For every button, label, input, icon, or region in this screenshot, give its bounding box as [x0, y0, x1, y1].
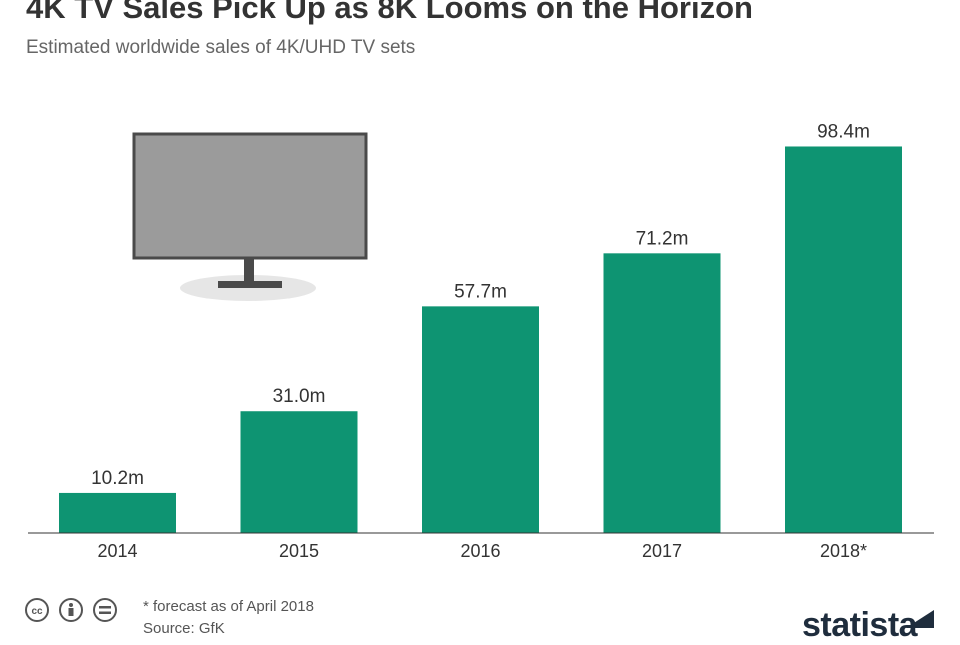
data-label-2014: 10.2m	[91, 468, 144, 489]
data-label-2018: 98.4m	[817, 121, 870, 142]
bar-2016[interactable]	[422, 306, 539, 533]
footnote: * forecast as of April 2018	[143, 598, 314, 615]
bar-chart: 10.2m 2014 31.0m 2015 57.7m 2016 71.2m 2017 98.4…	[28, 121, 934, 561]
license-icons: cc	[24, 597, 124, 628]
source-note: Source: GfK	[143, 620, 225, 637]
x-tick-label-2017: 2017	[642, 541, 682, 561]
bar-2015[interactable]	[240, 411, 358, 533]
chart-subtitle: Estimated worldwide sales of 4K/UHD TV s…	[26, 37, 416, 58]
x-tick-label-2018: 2018*	[820, 541, 867, 561]
statista-logo-icon	[906, 610, 934, 628]
bar-2017[interactable]	[603, 253, 721, 533]
chart-title: 4K TV Sales Pick Up as 8K Looms on the H…	[26, 0, 753, 25]
tv-neck	[244, 258, 254, 282]
data-label-2017: 71.2m	[636, 228, 689, 249]
cc-icon[interactable]: cc	[25, 598, 49, 622]
tv-base	[218, 281, 282, 288]
by-icon[interactable]	[59, 598, 83, 622]
x-tick-label-2015: 2015	[279, 541, 319, 561]
bar-2014[interactable]	[59, 492, 176, 533]
statista-logo[interactable]: statista	[802, 606, 918, 644]
bar-2018[interactable]	[785, 146, 902, 533]
x-tick-label-2014: 2014	[97, 541, 137, 561]
x-tick-label-2016: 2016	[460, 541, 500, 561]
nd-icon[interactable]	[93, 598, 117, 622]
tv-illustration	[132, 132, 368, 301]
data-label-2016: 57.7m	[454, 281, 507, 302]
tv-screen	[132, 132, 368, 260]
data-label-2015: 31.0m	[273, 386, 326, 407]
svg-text:cc: cc	[31, 606, 43, 617]
